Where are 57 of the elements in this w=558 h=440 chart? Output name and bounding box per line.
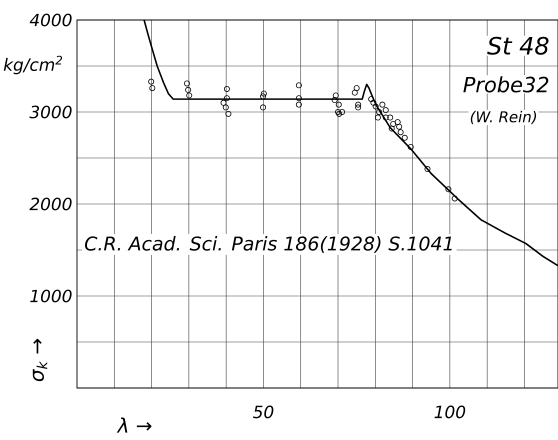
point bbox=[148, 78, 154, 85]
y-tick-label: 4000 bbox=[30, 14, 72, 26]
point bbox=[452, 195, 458, 202]
point bbox=[372, 103, 379, 110]
point bbox=[355, 104, 362, 110]
y-axis-title: σ$_{k}$ → bbox=[32, 338, 48, 382]
text: kg/cm$^{2}$ bbox=[4, 56, 62, 74]
point bbox=[332, 97, 338, 104]
point bbox=[184, 80, 190, 86]
point bbox=[224, 86, 230, 92]
point bbox=[398, 129, 404, 136]
point bbox=[352, 90, 358, 96]
point bbox=[354, 85, 360, 92]
point bbox=[296, 102, 302, 108]
point bbox=[382, 107, 389, 114]
point bbox=[224, 95, 230, 102]
point bbox=[339, 109, 346, 115]
point bbox=[402, 134, 408, 141]
x-tick-label: 100 bbox=[434, 406, 466, 418]
y-tick-label: 1000 bbox=[30, 290, 72, 302]
point bbox=[376, 109, 382, 115]
point bbox=[424, 166, 430, 172]
x-axis-title: λ → bbox=[116, 417, 152, 433]
point bbox=[260, 90, 267, 97]
point bbox=[390, 120, 396, 127]
y-tick-label: 2000 bbox=[29, 198, 72, 210]
point bbox=[396, 124, 402, 130]
point bbox=[222, 104, 229, 110]
x-tick-label: 50 bbox=[253, 406, 274, 418]
point bbox=[260, 104, 266, 110]
point bbox=[185, 86, 192, 93]
point bbox=[296, 82, 302, 88]
point bbox=[335, 109, 341, 115]
point bbox=[370, 100, 376, 106]
point bbox=[336, 110, 342, 117]
y-tick-label: 3000 bbox=[29, 106, 72, 118]
point bbox=[394, 119, 401, 126]
annotation: St 48 bbox=[487, 36, 549, 55]
point bbox=[336, 102, 342, 108]
point bbox=[445, 186, 452, 192]
point bbox=[387, 114, 394, 121]
point bbox=[379, 102, 386, 108]
point bbox=[332, 92, 339, 98]
point bbox=[374, 114, 381, 121]
point bbox=[225, 110, 232, 117]
point bbox=[355, 102, 362, 108]
point bbox=[186, 92, 192, 98]
point bbox=[388, 126, 395, 132]
point bbox=[368, 96, 374, 102]
point bbox=[296, 95, 302, 102]
point bbox=[408, 144, 414, 150]
annotation: (W. Rein) bbox=[470, 110, 536, 124]
annotation: Probe32 bbox=[463, 76, 548, 92]
point bbox=[149, 85, 156, 92]
point bbox=[220, 100, 227, 106]
annotation: C.R. Acad. Sci. Paris 186(1928) S.1041 bbox=[85, 236, 452, 253]
point bbox=[382, 114, 389, 121]
